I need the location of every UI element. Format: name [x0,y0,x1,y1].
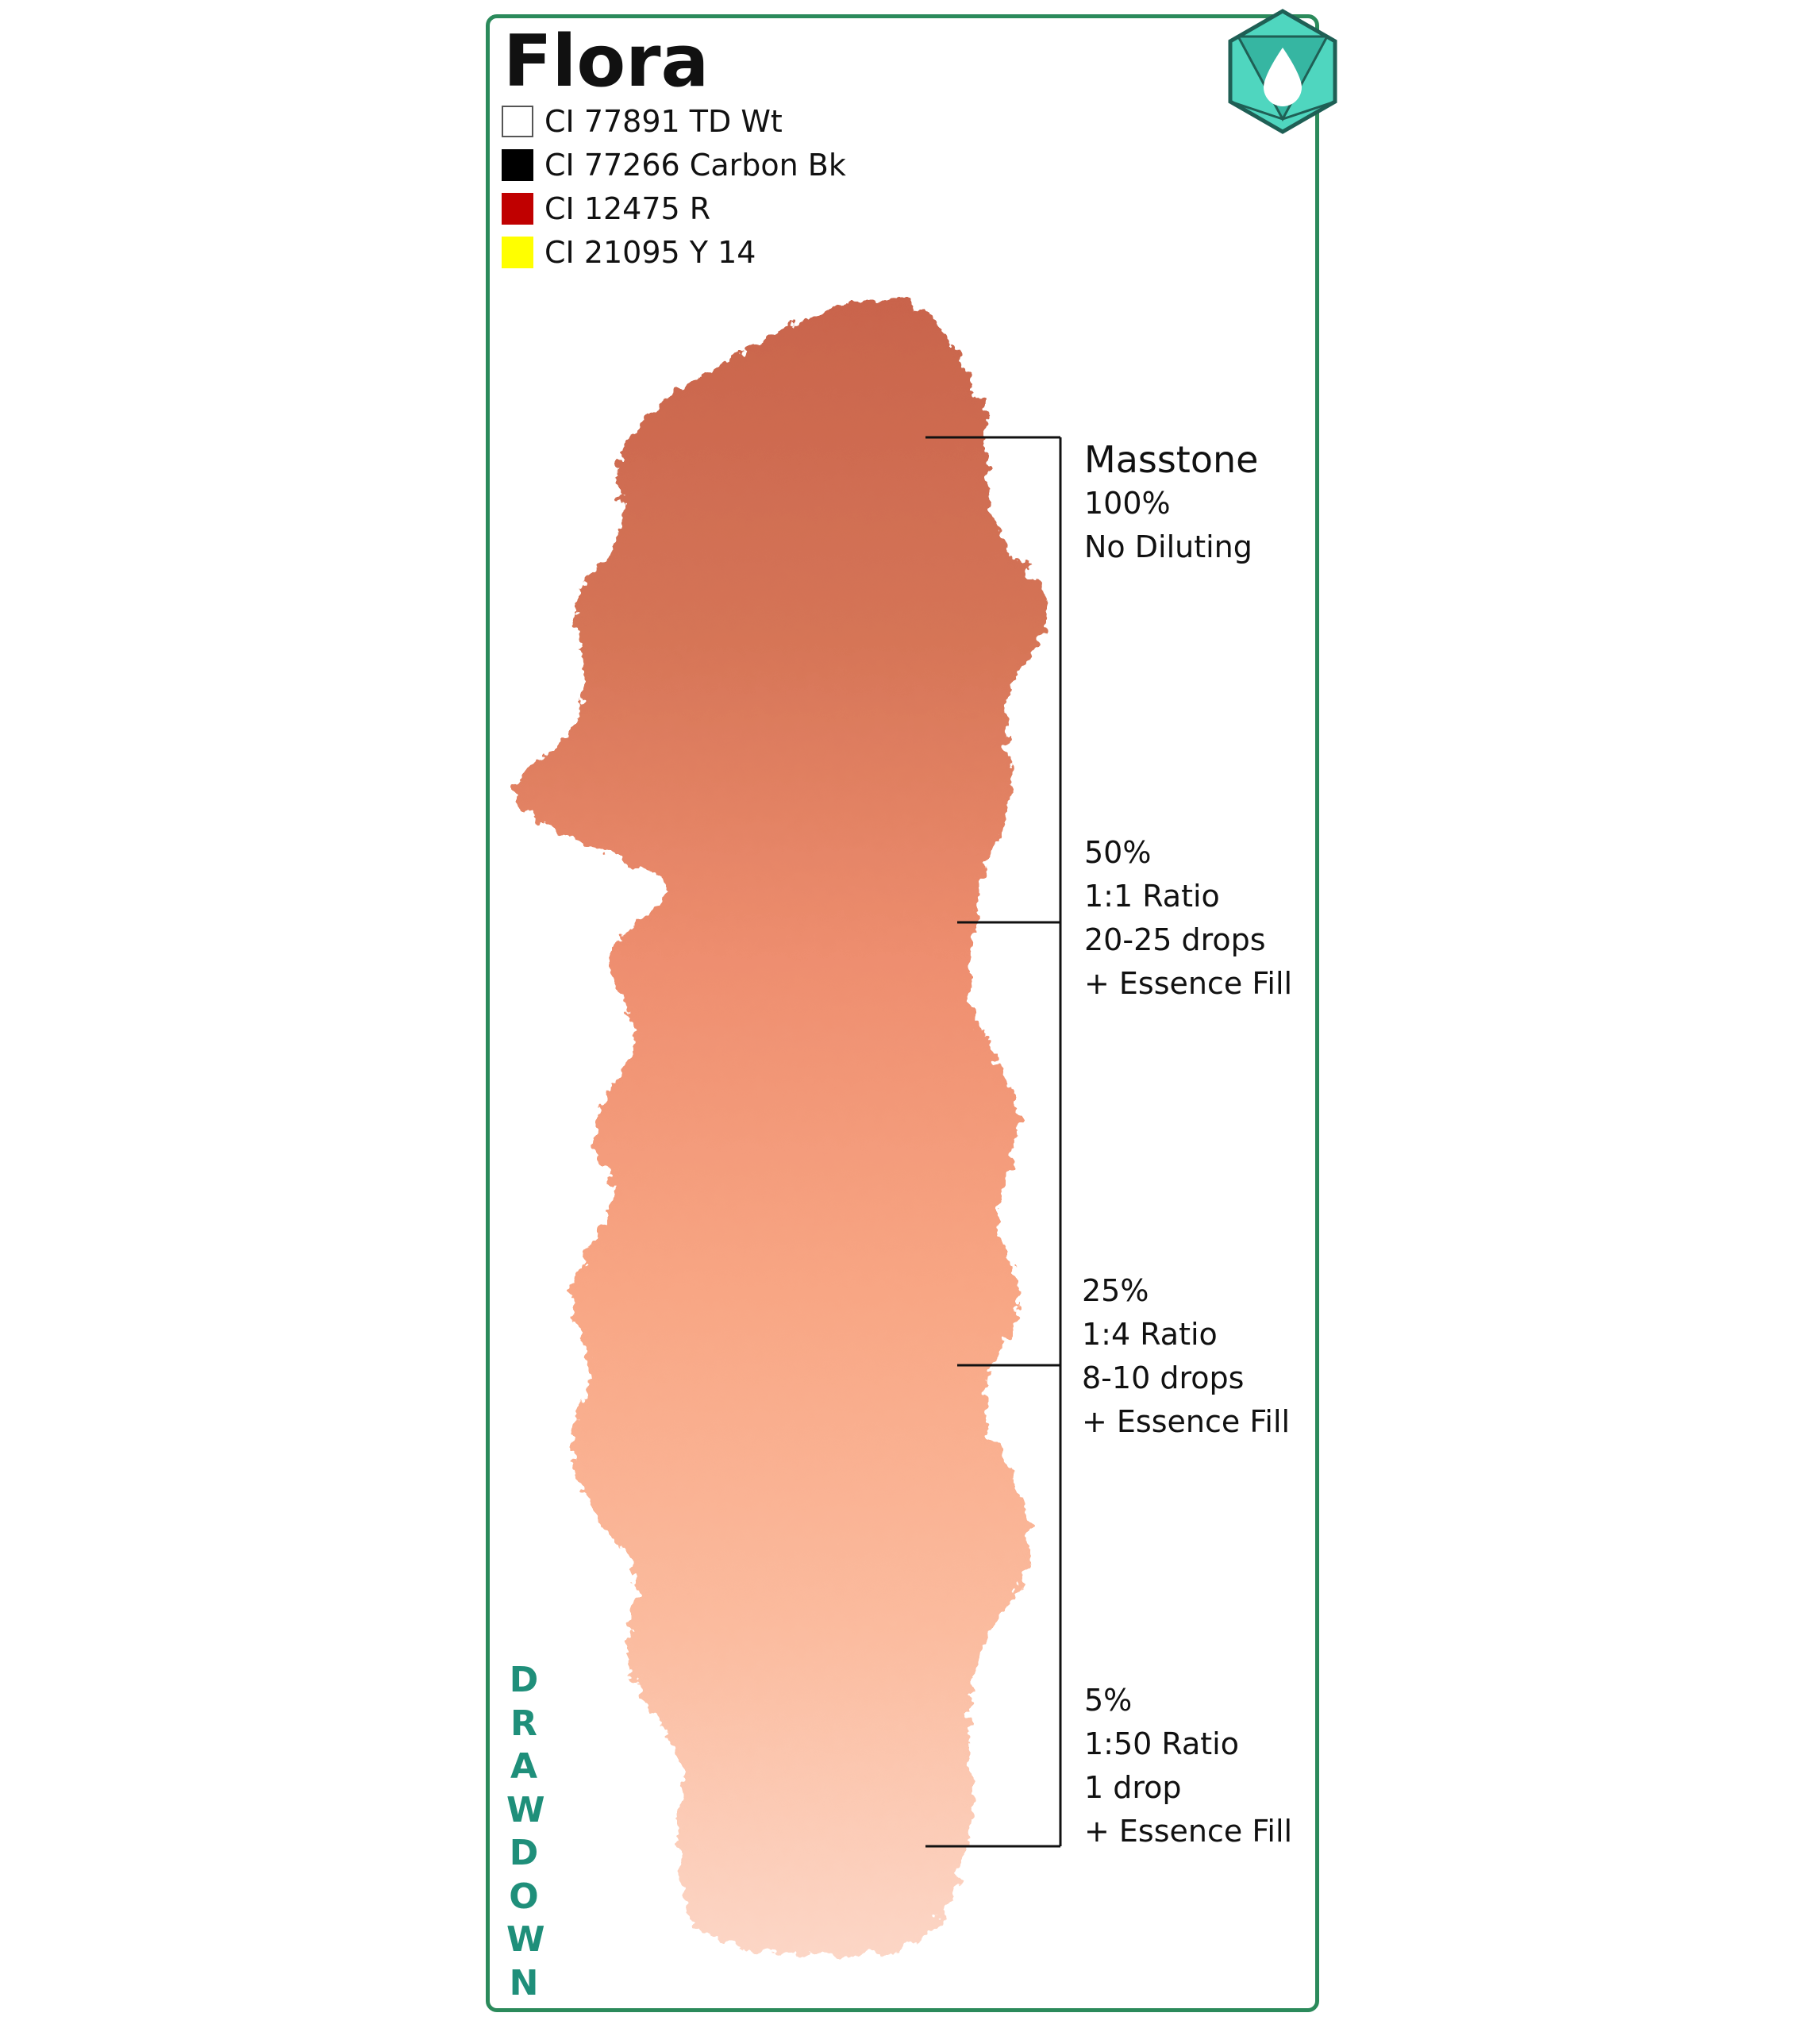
pigment-item: CI 12475 R [502,191,710,226]
pigment-name-title: Flora [503,20,710,103]
dilution-label-line: 5% [1084,1683,1133,1718]
dilution-label-5: 5% 1:50 Ratio 1 drop + Essence Fill [1084,1679,1292,1853]
dilution-label-line: 25% [1082,1273,1149,1308]
dilution-label-line: 1:50 Ratio [1084,1726,1239,1761]
dilution-label-line: No Diluting [1084,529,1252,564]
pigment-swatch [502,193,533,225]
dilution-label-line: Masstone [1084,438,1259,481]
pigment-item: CI 77266 Carbon Bk [502,148,846,183]
pigment-swatch [502,149,533,181]
pigment-item: CI 21095 Y 14 [502,235,756,270]
dilution-label-line: + Essence Fill [1082,1404,1291,1439]
pigment-label: CI 21095 Y 14 [544,235,756,270]
pigment-label: CI 77266 Carbon Bk [544,148,846,183]
dilution-label-line: 1 drop [1084,1770,1182,1805]
dilution-label-line: 8-10 drops [1082,1360,1245,1395]
dilution-label-line: + Essence Fill [1084,1814,1293,1849]
pigment-swatch [502,106,533,137]
pigment-label: CI 77891 TD Wt [544,104,783,139]
dilution-label-line: 50% [1084,835,1152,870]
dilution-label-line: + Essence Fill [1084,966,1293,1001]
pigment-item: CI 77891 TD Wt [502,104,783,139]
dilution-label-line: 1:4 Ratio [1082,1317,1218,1352]
dilution-label-25: 25% 1:4 Ratio 8-10 drops + Essence Fill [1082,1269,1290,1444]
dilution-label-line: 100% [1084,486,1171,521]
dilution-label-masstone: Masstone 100% No Diluting [1084,438,1258,569]
pigment-label: CI 12475 R [544,191,711,226]
dilution-label-50: 50% 1:1 Ratio 20-25 drops + Essence Fill [1084,831,1292,1006]
drawdown-vertical-label: D R A W D O W N [506,1660,545,2003]
dilution-label-line: 1:1 Ratio [1084,879,1220,914]
dilution-label-line: 20-25 drops [1084,922,1266,957]
water-drop-d20-icon [1228,9,1337,134]
pigment-swatch [502,237,533,268]
